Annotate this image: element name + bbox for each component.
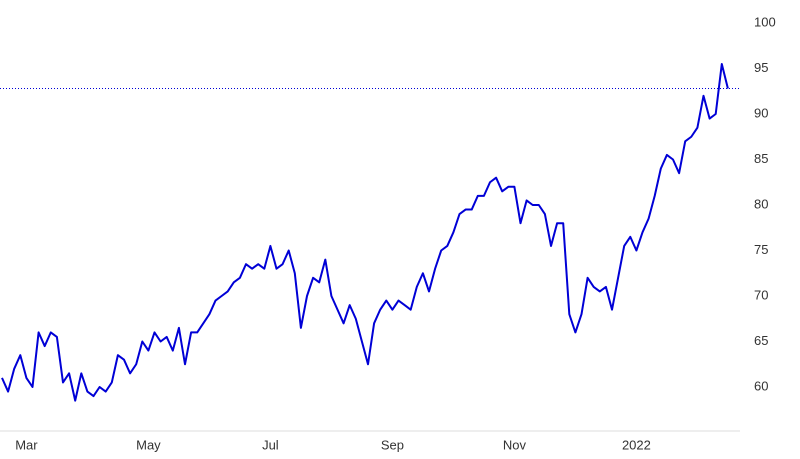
y-tick-label: 95	[754, 60, 768, 75]
y-tick-label: 80	[754, 196, 768, 211]
y-tick-label: 70	[754, 287, 768, 302]
x-tick-label: May	[136, 437, 161, 452]
x-tick-label: Sep	[381, 437, 404, 452]
price-line	[1, 62, 729, 402]
y-tick-label: 60	[754, 378, 768, 393]
y-tick-label: 85	[754, 151, 768, 166]
x-tick-label: Jul	[262, 437, 279, 452]
y-tick-label: 65	[754, 333, 768, 348]
y-tick-label: 100	[754, 14, 776, 29]
x-tick-label: Mar	[15, 437, 38, 452]
y-tick-label: 75	[754, 242, 768, 257]
y-tick-label: 90	[754, 105, 768, 120]
x-tick-label: Nov	[503, 437, 527, 452]
x-tick-label: 2022	[622, 437, 651, 452]
